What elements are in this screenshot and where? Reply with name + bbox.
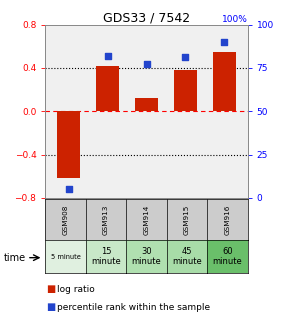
- Text: 30
minute: 30 minute: [132, 247, 161, 267]
- Text: 60
minute: 60 minute: [212, 247, 242, 267]
- Text: 5 minute: 5 minute: [51, 254, 81, 260]
- Text: GSM908: GSM908: [63, 205, 69, 235]
- Bar: [96, 66, 119, 111]
- Bar: [135, 98, 158, 111]
- Bar: [213, 52, 236, 111]
- Text: log ratio: log ratio: [57, 285, 95, 294]
- Text: 45
minute: 45 minute: [172, 247, 202, 267]
- Text: GSM913: GSM913: [103, 205, 109, 235]
- Text: GSM915: GSM915: [184, 205, 190, 235]
- Bar: [57, 111, 80, 178]
- Text: 15
minute: 15 minute: [91, 247, 121, 267]
- Point: [105, 53, 110, 58]
- Point: [222, 39, 226, 44]
- Bar: [174, 70, 197, 111]
- Text: ■: ■: [46, 284, 56, 294]
- Text: GDS33 / 7542: GDS33 / 7542: [103, 11, 190, 25]
- Text: GSM914: GSM914: [144, 205, 149, 235]
- Point: [67, 186, 71, 192]
- Text: ■: ■: [46, 302, 56, 312]
- Text: GSM916: GSM916: [224, 205, 230, 235]
- Text: time: time: [4, 253, 26, 263]
- Point: [144, 62, 149, 67]
- Text: percentile rank within the sample: percentile rank within the sample: [57, 303, 210, 312]
- Point: [183, 55, 188, 60]
- Text: 100%: 100%: [222, 15, 248, 24]
